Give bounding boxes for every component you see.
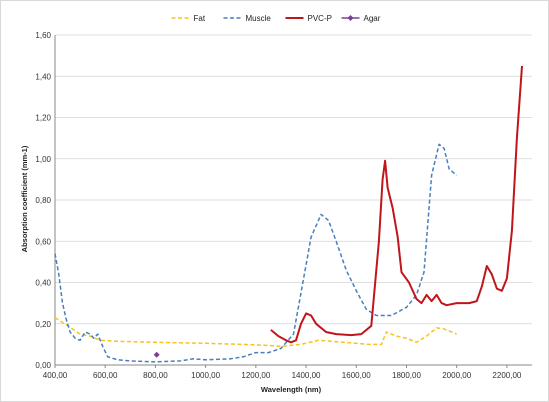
y-axis-title: Absorption coefficient (mm-1) — [20, 145, 29, 252]
x-tick-label: 800,00 — [143, 371, 168, 380]
y-tick-label: 1,40 — [35, 72, 51, 81]
x-tick-label: 400,00 — [43, 371, 68, 380]
series-agar-point — [153, 351, 160, 358]
legend-label-agar: Agar — [364, 14, 381, 23]
legend-label-fat: Fat — [194, 14, 206, 23]
x-tick-label: 1800,00 — [392, 371, 421, 380]
y-tick-label: 0,80 — [35, 196, 51, 205]
x-tick-label: 2000,00 — [442, 371, 471, 380]
axes — [54, 35, 532, 368]
legend-label-muscle: Muscle — [246, 14, 272, 23]
series-muscle-line — [54, 143, 458, 363]
legend-item-fat: Fat — [171, 14, 206, 23]
x-tick-label: 2200,00 — [492, 371, 521, 380]
grid-lines — [55, 34, 532, 325]
legend-marker-agar — [347, 15, 354, 21]
series-fat-line — [54, 316, 457, 348]
legend-item-agar: Agar — [341, 14, 381, 23]
y-tick-label: 0,00 — [35, 361, 51, 370]
y-tick-label: 0,40 — [35, 279, 51, 288]
y-tick-label: 1,60 — [35, 31, 51, 40]
y-tick-label: 1,00 — [35, 155, 51, 164]
x-tick-label: 1400,00 — [292, 371, 321, 380]
legend: Fat Muscle PVC-P Agar — [171, 14, 381, 23]
x-tick-label: 1000,00 — [191, 371, 220, 380]
series-pvc-p-line — [270, 65, 523, 344]
x-tick-label: 1200,00 — [241, 371, 270, 380]
x-axis-title: Wavelength (nm) — [261, 385, 322, 394]
legend-item-muscle: Muscle — [223, 14, 272, 23]
y-tick-label: 0,20 — [35, 320, 51, 329]
series-group — [54, 65, 523, 363]
tick-labels: 0,00 0,20 0,40 0,60 0,80 1,00 1,20 1,40 1,60 400,… — [35, 31, 521, 380]
x-tick-label: 600,00 — [93, 371, 118, 380]
legend-label-pvc-p: PVC-P — [308, 14, 332, 23]
y-tick-label: 0,60 — [35, 237, 51, 246]
y-tick-label: 1,20 — [35, 114, 51, 123]
legend-item-pvc-p: PVC-P — [285, 14, 332, 23]
x-tick-label: 1600,00 — [342, 371, 371, 380]
